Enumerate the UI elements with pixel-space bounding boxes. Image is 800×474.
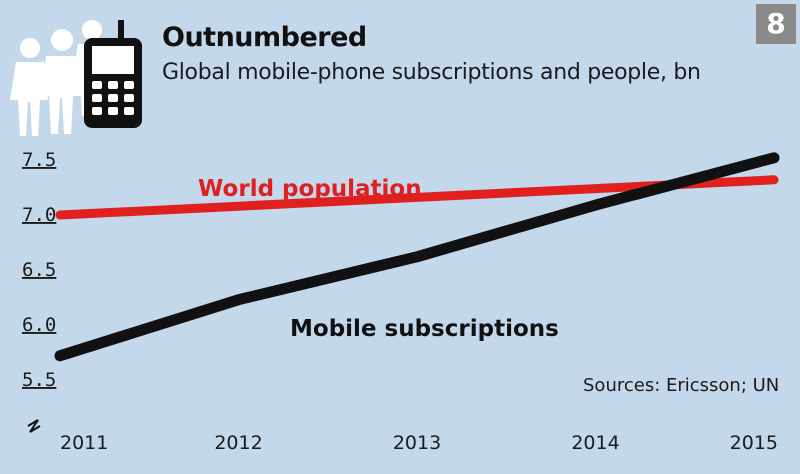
chart-subtitle: Global mobile-phone subscriptions and pe… xyxy=(162,60,701,85)
y-tick-label: 6.5 xyxy=(22,259,56,281)
y-axis: 5.5 6.0 6.5 7.0 7.5 xyxy=(22,149,56,391)
series-label-mobile-subscriptions: Mobile subscriptions xyxy=(290,316,559,342)
axis-break-icon xyxy=(27,419,41,433)
chart-title: Outnumbered xyxy=(162,22,367,53)
x-tick-label: 2015 xyxy=(730,432,778,454)
y-tick-label: 7.0 xyxy=(22,204,56,226)
series-label-world-population: World population xyxy=(198,176,422,202)
y-tick-label: 6.0 xyxy=(22,314,56,336)
y-tick-label: 7.5 xyxy=(22,149,56,171)
x-tick-label: 2012 xyxy=(214,432,262,454)
series-line-mobile-subscriptions xyxy=(54,152,780,362)
x-axis: 2011 2012 2013 2014 2015 xyxy=(60,432,778,454)
x-tick-label: 2011 xyxy=(60,432,108,454)
figure-number-badge: 8 xyxy=(756,4,796,44)
mobile-phone-icon xyxy=(84,20,142,128)
plot-lines xyxy=(54,152,780,362)
x-tick-label: 2014 xyxy=(571,432,619,454)
y-tick-label: 5.5 xyxy=(22,369,56,391)
source-note: Sources: Ericsson; UN xyxy=(583,375,779,396)
x-tick-label: 2013 xyxy=(393,432,441,454)
